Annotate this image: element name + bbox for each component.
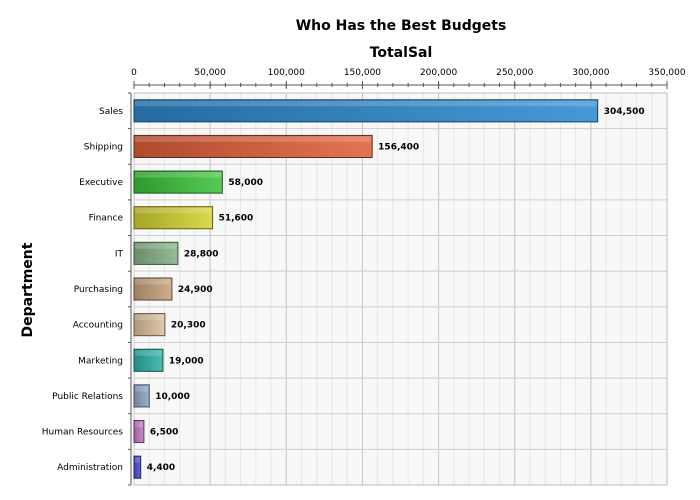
data-label: 58,000 <box>228 178 263 188</box>
category-label: Accounting <box>73 321 123 331</box>
category-label: Finance <box>89 214 124 224</box>
plot-area <box>134 93 667 485</box>
bar-purchasing <box>133 277 173 301</box>
category-label: Shipping <box>84 142 123 152</box>
x-tick-label: 150,000 <box>344 68 381 78</box>
bar-highlight <box>135 207 212 214</box>
category-label: Public Relations <box>52 392 123 402</box>
x-tick-label: 250,000 <box>496 68 533 78</box>
bar-marketing <box>133 348 164 372</box>
data-label: 19,000 <box>169 356 204 366</box>
bar-it <box>133 241 179 265</box>
x-tick-label: 50,000 <box>194 68 226 78</box>
bar-sales <box>133 99 599 123</box>
data-label: 6,500 <box>150 428 178 438</box>
bar-highlight <box>135 136 372 142</box>
bar-accounting <box>133 313 166 337</box>
data-label: 10,000 <box>155 392 190 402</box>
chart-subtitle: TotalSal <box>370 45 433 61</box>
category-label: Sales <box>99 107 123 117</box>
bar-highlight <box>135 314 164 321</box>
x-tick-label: 0 <box>131 68 137 78</box>
bar-highlight <box>135 385 149 392</box>
x-tick-label: 200,000 <box>420 68 457 78</box>
chart-title: Who Has the Best Budgets <box>296 18 507 34</box>
bar-executive <box>133 170 223 194</box>
category-label: Administration <box>57 463 123 473</box>
category-label: Purchasing <box>74 285 123 295</box>
category-label: Human Resources <box>42 428 124 438</box>
bar-highlight <box>135 350 162 356</box>
bar-finance <box>133 206 214 230</box>
bar-public-relations <box>133 384 150 408</box>
bar-highlight <box>135 421 143 428</box>
bar-highlight <box>135 100 597 107</box>
data-label: 51,600 <box>219 214 254 224</box>
bar-highlight <box>135 172 222 178</box>
data-label: 24,900 <box>178 285 213 295</box>
category-label: Executive <box>79 178 123 188</box>
bar-highlight <box>135 243 177 249</box>
x-tick-label: 350,000 <box>648 68 685 78</box>
y-axis-label: Department <box>20 242 36 337</box>
data-label: 20,300 <box>171 321 206 331</box>
data-label: 304,500 <box>604 107 645 117</box>
category-label: IT <box>115 249 124 259</box>
bar-administration <box>133 455 142 479</box>
data-label: 4,400 <box>147 463 175 473</box>
x-tick-label: 100,000 <box>268 68 305 78</box>
bar-human-resources <box>133 419 145 444</box>
data-label: 28,800 <box>184 249 219 259</box>
data-label: 156,400 <box>378 142 419 152</box>
category-label: Marketing <box>78 356 123 366</box>
bar-highlight <box>135 457 140 463</box>
bar-highlight <box>135 278 171 285</box>
bar-shipping <box>133 134 373 159</box>
x-tick-label: 300,000 <box>572 68 609 78</box>
